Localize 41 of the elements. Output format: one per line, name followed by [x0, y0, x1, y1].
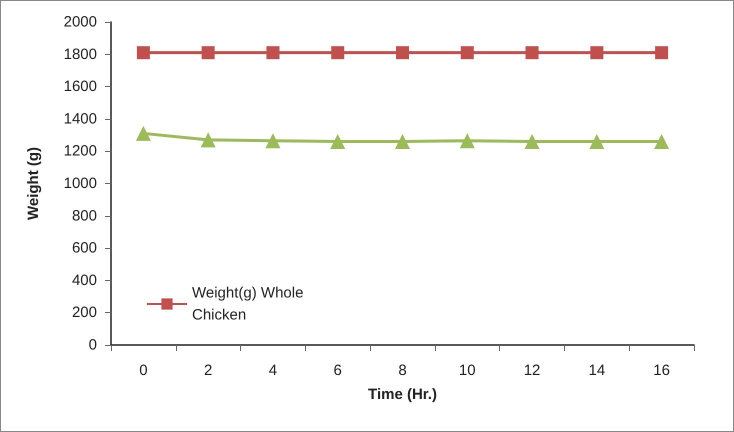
x-tick-label: 2 [204, 362, 212, 379]
point [330, 134, 346, 150]
y-tick-label: 1000 [64, 175, 97, 192]
point [136, 126, 151, 141]
x-tick-label: 6 [334, 362, 342, 379]
y-tick-label: 1800 [64, 46, 97, 63]
x-tick-label: 8 [398, 362, 407, 379]
point [331, 46, 344, 60]
point [396, 46, 409, 60]
x-tick-label: 14 [588, 362, 606, 379]
legend-label: Weight(g) Whole Chicken [192, 284, 308, 324]
point [590, 46, 604, 60]
y-tick-label: 1200 [64, 142, 97, 160]
x-tick-label: 10 [458, 362, 476, 379]
y-tick-label: 800 [72, 207, 97, 224]
y-tick-label: 0 [88, 336, 97, 354]
y-tick-label: 1400 [64, 110, 97, 128]
y-tick-label: 600 [72, 240, 97, 257]
point [526, 46, 539, 60]
point [200, 132, 216, 148]
point [136, 46, 150, 60]
point [654, 134, 670, 150]
x-tick-label: 0 [139, 362, 148, 379]
point [266, 46, 280, 60]
y-tick-label: 400 [72, 272, 97, 289]
y-tick-label: 200 [72, 304, 97, 322]
point [265, 133, 280, 148]
y-tick-label: 2000 [64, 14, 97, 30]
point [460, 133, 475, 148]
point [202, 46, 215, 60]
x-axis-title: Time (Hr.) [368, 386, 437, 403]
point [460, 46, 474, 60]
point [524, 134, 540, 150]
y-axis-title: Weight (g) [25, 146, 42, 220]
y-tick-label: 1600 [64, 78, 97, 96]
point [589, 134, 604, 150]
x-tick-label: 16 [653, 362, 670, 379]
x-tick-label: 12 [524, 362, 540, 379]
x-tick-label: 4 [268, 362, 278, 379]
point [395, 134, 410, 150]
point [655, 46, 668, 60]
